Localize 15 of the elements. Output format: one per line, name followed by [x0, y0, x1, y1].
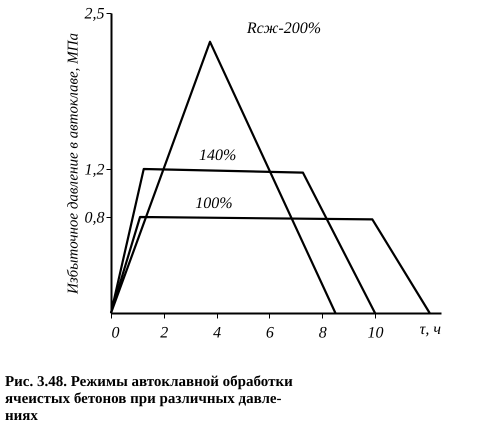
- text: Rсж-200%: [246, 20, 322, 37]
- x-tick-label: 4: [213, 324, 222, 342]
- y-tick-label: 0,8: [84, 210, 104, 226]
- x-tick-label: 8: [318, 324, 327, 342]
- series-label: 100%: [195, 195, 233, 212]
- x-tick-label: 6: [266, 324, 274, 342]
- y-axis-title: Избыточное давление в автоклаве, МПа: [66, 33, 82, 295]
- x-tick-label: 10: [368, 324, 384, 342]
- y-tick-label: 2,5: [84, 6, 104, 22]
- series-label: 140%: [198, 147, 236, 164]
- x-axis-title: τ, ч: [420, 321, 442, 338]
- x-tick-label: 0: [112, 324, 120, 342]
- x-tick-label: 2: [160, 324, 168, 342]
- text: Рис. 3.48. Режимы автоклавной обработки ячеистых бетонов при различных давле- ниях: [5, 374, 294, 424]
- y-tick-label: 1,2: [84, 162, 104, 178]
